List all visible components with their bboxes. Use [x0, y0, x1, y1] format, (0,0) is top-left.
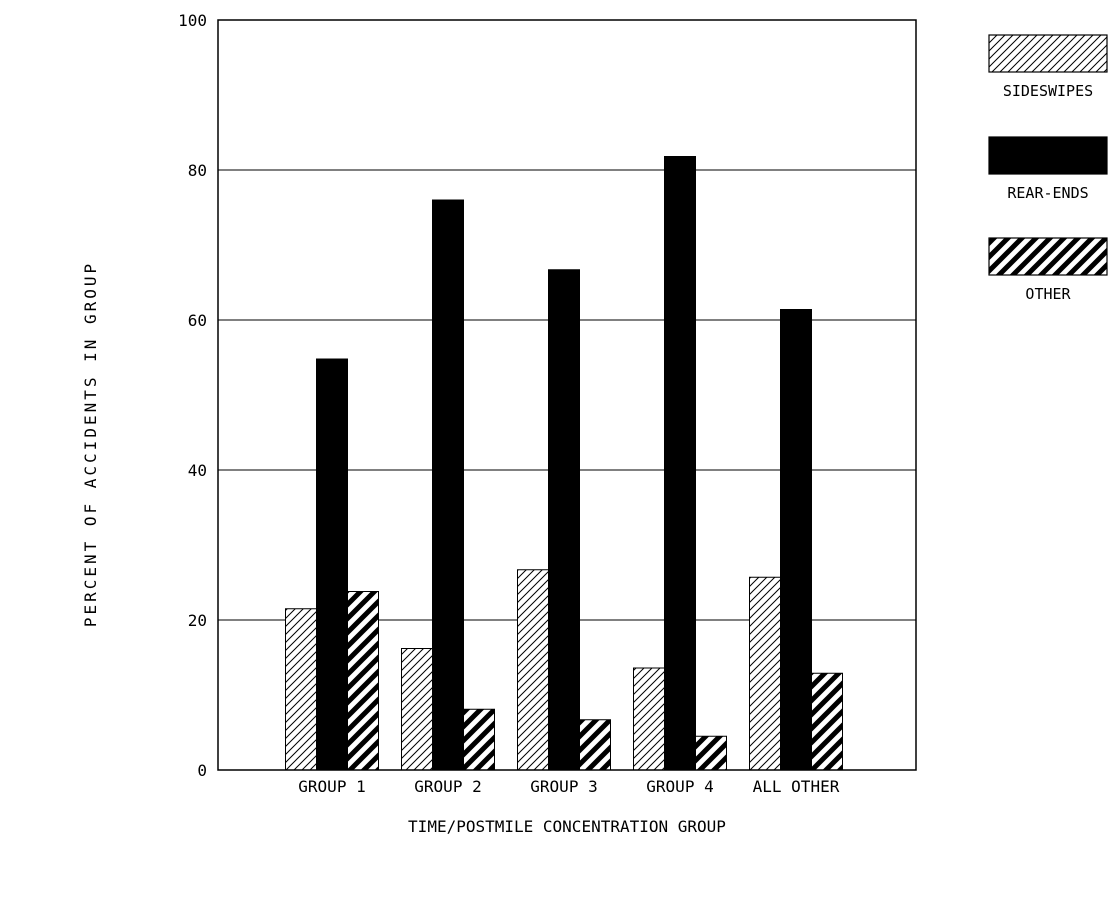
bar-other-5 [811, 672, 843, 771]
x-category-label: ALL OTHER [753, 777, 840, 796]
legend: SIDESWIPES REAR-ENDS OTHER [988, 34, 1108, 303]
legend-label-rear-ends: REAR-ENDS [1007, 184, 1088, 202]
bar-sideswipes-2 [401, 648, 433, 771]
x-category-label: GROUP 1 [298, 777, 365, 796]
bars [285, 156, 843, 771]
x-category-label: GROUP 4 [646, 777, 713, 796]
bar-rear-ends-4 [664, 156, 696, 771]
bar-sideswipes-1 [285, 608, 317, 771]
y-tick-label: 0 [197, 761, 207, 780]
legend-label-sideswipes: SIDESWIPES [1003, 82, 1093, 100]
bar-other-3 [579, 719, 611, 771]
y-tick-label: 100 [178, 11, 207, 30]
legend-label-other: OTHER [1025, 285, 1071, 303]
plot-frame [217, 19, 917, 771]
bar-sideswipes-3 [517, 569, 549, 771]
bar-other-4 [695, 735, 727, 771]
y-axis-title: PERCENT OF ACCIDENTS IN GROUP [81, 261, 100, 627]
x-category-label: GROUP 3 [530, 777, 597, 796]
bar-rear-ends-5 [780, 309, 812, 771]
legend-swatch-rear-ends [988, 136, 1108, 175]
bar-rear-ends-2 [432, 199, 464, 771]
y-tick-label: 60 [188, 311, 207, 330]
y-tick-label: 20 [188, 611, 207, 630]
bar-sideswipes-4 [633, 667, 665, 771]
bar-other-1 [347, 591, 379, 771]
bar-rear-ends-3 [548, 269, 580, 771]
bar-rear-ends-1 [316, 358, 348, 771]
y-tick-label: 40 [188, 461, 207, 480]
x-category-labels: GROUP 1 GROUP 2 GROUP 3 GROUP 4 ALL OTHER [298, 777, 839, 796]
bar-other-2 [463, 708, 495, 771]
x-axis-title: TIME/POSTMILE CONCENTRATION GROUP [408, 817, 726, 836]
x-category-label: GROUP 2 [414, 777, 481, 796]
bar-sideswipes-5 [749, 576, 781, 771]
legend-swatch-sideswipes [988, 34, 1108, 73]
y-tick-labels: 0 20 40 60 80 100 [178, 11, 207, 780]
y-tick-label: 80 [188, 161, 207, 180]
legend-swatch-other [988, 237, 1108, 276]
